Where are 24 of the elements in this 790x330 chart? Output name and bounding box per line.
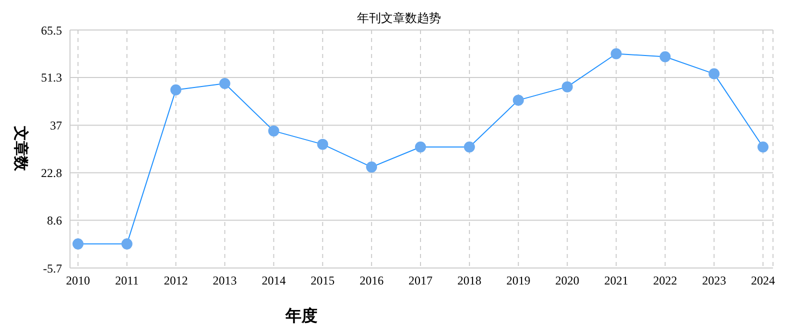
x-tick-label: 2020 — [555, 274, 580, 288]
x-tick-label: 2023 — [702, 274, 726, 288]
x-tick-label: 2018 — [457, 274, 482, 288]
x-tick-label: 2010 — [66, 274, 90, 288]
y-axis-title: 文章数 — [10, 126, 30, 170]
x-tick-label: 2017 — [408, 274, 432, 288]
x-tick-label: 2012 — [164, 274, 188, 288]
y-tick-label: 51.3 — [41, 70, 62, 85]
y-tick-label: -5.7 — [43, 261, 62, 276]
x-tick-label: 2011 — [115, 274, 139, 288]
x-tick-label: 2014 — [262, 274, 286, 288]
y-tick-label: 8.6 — [47, 213, 62, 228]
y-tick-label: 65.5 — [41, 23, 62, 38]
x-tick-label: 2021 — [604, 274, 628, 288]
x-tick-label: 2019 — [506, 274, 530, 288]
x-tick-label: 2015 — [310, 274, 335, 288]
x-tick-label: 2022 — [653, 274, 678, 288]
x-tick-label: 2013 — [212, 274, 237, 288]
x-tick-label: 2016 — [360, 274, 384, 288]
chart-title: 年刊文章数趋势 — [357, 11, 441, 25]
y-tick-label: 22.8 — [41, 166, 62, 180]
x-tick-label: 2024 — [751, 274, 775, 288]
y-tick-label: 37 — [50, 118, 62, 133]
x-axis-title: 年度 — [284, 306, 318, 325]
